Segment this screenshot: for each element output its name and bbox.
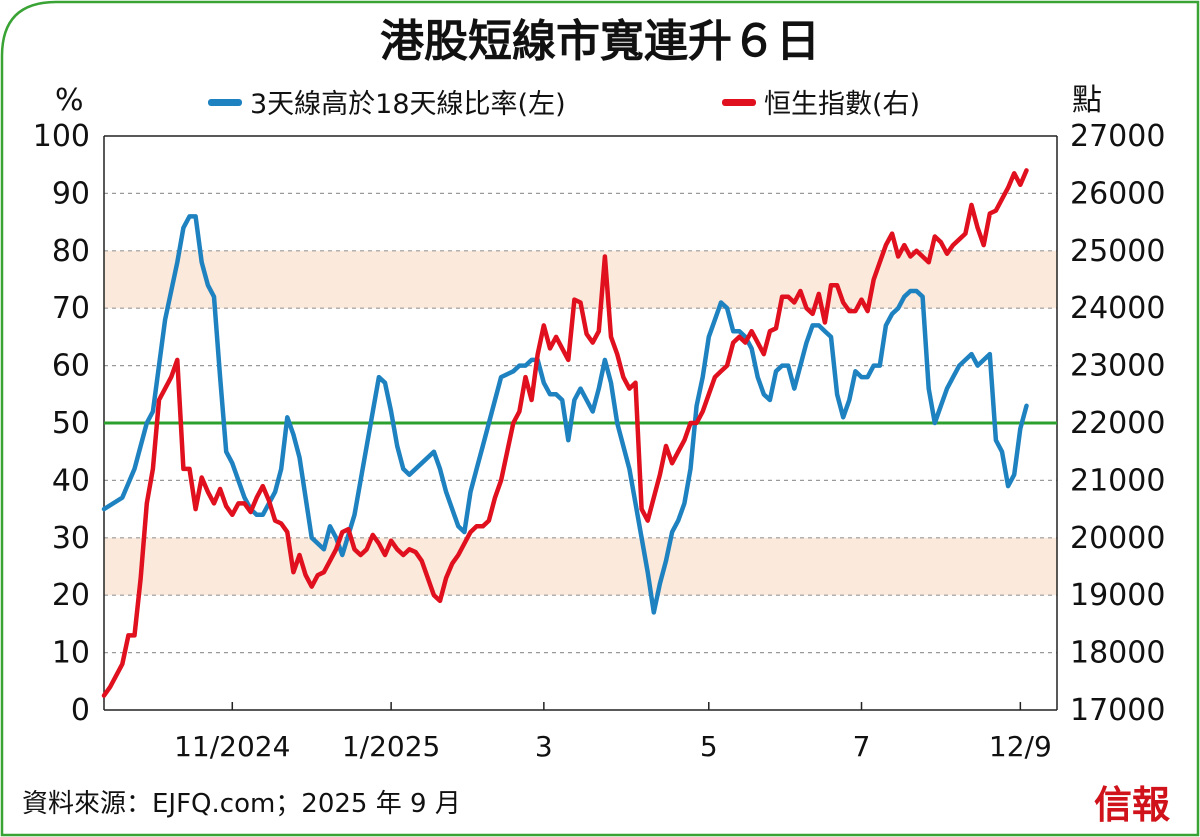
right-axis-ticks: 17000 18000 19000 20000 21000 22000 23000 24000… xyxy=(1070,119,1165,728)
x-tick-label: 12/9 xyxy=(989,730,1052,763)
x-tick-label: 3 xyxy=(535,730,553,763)
right-tick-label: 20000 xyxy=(1070,521,1165,556)
left-tick-label: 50 xyxy=(52,406,90,441)
right-tick-label: 26000 xyxy=(1070,176,1165,211)
left-tick-label: 0 xyxy=(71,693,90,728)
shaded-band-1 xyxy=(104,250,1057,309)
left-tick-label: 100 xyxy=(33,119,90,154)
legend-label-breadth: 3天線高於18天線比率(左) xyxy=(250,89,566,120)
legend-swatch-breadth xyxy=(208,99,242,106)
left-tick-label: 80 xyxy=(52,234,90,269)
series-line-hsi xyxy=(101,168,1029,698)
chart-title: 港股短線市寬連升６日 xyxy=(380,16,820,67)
x-tick-label: 7 xyxy=(853,730,871,763)
left-tick-label: 90 xyxy=(52,176,90,211)
legend-label-hsi: 恒生指數(右) xyxy=(764,89,920,120)
right-tick-label: 19000 xyxy=(1070,578,1165,613)
right-tick-label: 17000 xyxy=(1070,693,1165,728)
series-lines xyxy=(101,168,1029,698)
right-tick-label: 22000 xyxy=(1070,406,1165,441)
left-tick-label: 70 xyxy=(52,291,90,326)
left-tick-label: 40 xyxy=(52,463,90,498)
brand-logo: 信報 xyxy=(1094,783,1170,827)
left-tick-label: 60 xyxy=(52,349,90,384)
left-tick-label: 30 xyxy=(52,521,90,556)
left-axis-ticks: 0 10 20 30 40 50 60 70 80 90 100 xyxy=(33,119,90,728)
shaded-band-0 xyxy=(104,537,1057,596)
series-line-breadth xyxy=(101,214,1029,615)
right-tick-label: 27000 xyxy=(1070,119,1165,154)
legend: 3天線高於18天線比率(左) 恒生指數(右) xyxy=(208,89,920,120)
x-tick-label: 5 xyxy=(700,730,718,763)
x-tick-label: 1/2025 xyxy=(342,730,441,763)
right-tick-label: 18000 xyxy=(1070,636,1165,671)
shaded-bands xyxy=(104,250,1057,596)
left-axis-unit: % xyxy=(55,83,84,118)
right-tick-label: 23000 xyxy=(1070,349,1165,384)
right-tick-label: 24000 xyxy=(1070,291,1165,326)
x-tick-label: 11/2024 xyxy=(174,730,290,763)
left-tick-label: 10 xyxy=(52,636,90,671)
right-axis-unit: 點 xyxy=(1072,83,1102,118)
left-tick-label: 20 xyxy=(52,578,90,613)
legend-swatch-hsi xyxy=(722,99,756,106)
right-tick-label: 21000 xyxy=(1070,463,1165,498)
x-axis-ticks: 11/2024 1/2025 3 5 7 12/9 xyxy=(174,702,1052,763)
right-tick-label: 25000 xyxy=(1070,234,1165,269)
source-note: 資料來源：EJFQ.com；2025 年 9 月 xyxy=(22,789,461,819)
